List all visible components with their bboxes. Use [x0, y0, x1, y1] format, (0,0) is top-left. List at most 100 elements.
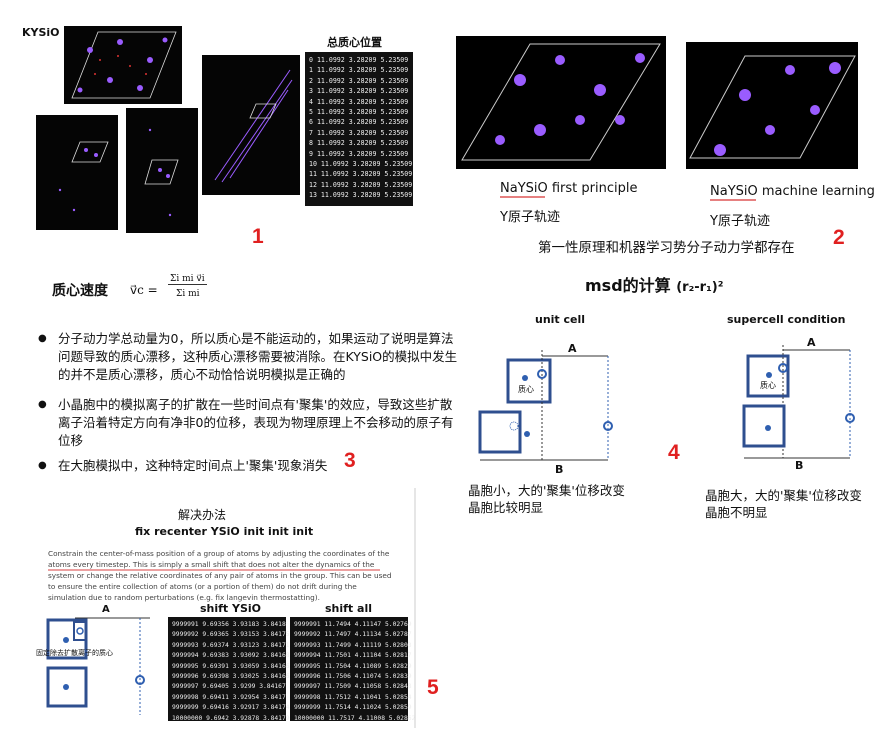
panel-number: 2	[833, 226, 845, 249]
caption: 晶胞大，大的'聚集'位移改变 晶胞不明显	[705, 487, 862, 521]
formula-denominator: Σi mi	[176, 289, 200, 299]
bullet-text: 小晶胞中的模拟离子的扩散在一些时间点有'聚集'的效应，导致这些扩散离子沿着特定方…	[58, 397, 454, 448]
diagram-title: unit cell	[535, 313, 586, 326]
table-row: 9999998 9.69411 3.92954 3.8417	[172, 693, 286, 701]
caption: Y原子轨迹	[710, 214, 770, 229]
cell-outline	[144, 159, 179, 185]
distance-label: B	[555, 463, 564, 476]
trajectories	[214, 69, 293, 183]
table-row: 2 11.0992 3.28209 5.23509	[309, 76, 409, 85]
atoms	[714, 62, 841, 156]
table-row: 9999992 11.7497 4.11134 5.02787	[294, 631, 412, 639]
table-row: 9 11.0992 3.28209 5.23509	[309, 149, 409, 158]
atoms	[94, 55, 147, 75]
cell-outline	[461, 43, 661, 161]
label: KYSiO	[22, 26, 60, 39]
table-title: shift YSiO	[200, 602, 262, 615]
caption: NaYSiO first principle	[500, 181, 638, 196]
table-row: 9999994 11.7501 4.11104 5.02817	[294, 652, 412, 660]
cell-outline	[71, 31, 177, 99]
title: 解决办法	[178, 508, 227, 522]
caption: Y原子轨迹	[500, 210, 560, 225]
table: 9999991 9.69356 3.93183 3.8418 9999992 9.…	[168, 617, 290, 722]
table-row: 9999999 9.69416 3.92917 3.84174	[172, 704, 290, 712]
bullet: 分子动力学总动量为0，所以质心是不能运动的，如果运动了说明是算法问题导致的质心漂…	[38, 330, 458, 384]
msd-title-text: msd的计算	[585, 276, 671, 295]
table-row: 9999995 9.69391 3.93059 3.84166	[172, 662, 290, 670]
recenter-diagram	[46, 617, 150, 715]
caption: NaYSiO machine learning	[710, 184, 875, 199]
table-row: 10 11.0992 3.28209 5.23509	[309, 159, 413, 168]
panel-number: 5	[427, 676, 439, 699]
atom-image	[202, 55, 300, 195]
diagram-label: 固定除去扩散离子的质心	[36, 649, 113, 657]
panel-number: 1	[252, 225, 264, 248]
table-row: 9999993 9.69374 3.93123 3.84171	[172, 641, 290, 649]
distance-label: B	[795, 459, 804, 472]
formula-numerator: Σi mi v⃗i	[168, 274, 207, 285]
cell-outline	[249, 103, 277, 119]
table-title: 总质心位置	[327, 36, 382, 49]
atoms	[58, 148, 98, 212]
supercell-diagram	[742, 345, 855, 459]
table-row: 1 11.0992 3.28209 5.23509	[309, 66, 409, 75]
formula-lhs: v⃗c =	[130, 283, 158, 297]
table-row: 9999997 11.7509 4.11058 5.02848	[294, 683, 412, 691]
table: 0 11.0992 3.28209 5.23509 1 11.0992 3.282…	[305, 52, 413, 206]
bullet-text: 分子动力学总动量为0，所以质心是不能运动的，如果运动了说明是算法问题导致的质心漂…	[58, 331, 458, 382]
heading: 质心速度	[52, 283, 108, 299]
command: fix recenter YSiO init init init	[135, 525, 314, 538]
atom-image	[64, 26, 182, 104]
table-row: 4 11.0992 3.28209 5.23509	[309, 97, 409, 106]
msd-formula: (r₂-r₁)²	[676, 280, 724, 295]
table-row: 9999998 11.7512 4.11041 5.02854	[294, 693, 412, 701]
table-row: 9999996 11.7506 4.11074 5.02839	[294, 672, 412, 680]
table-row: 11 11.0992 3.28209 5.23509	[309, 170, 413, 179]
distance-label: A	[102, 604, 110, 615]
unit-cell-diagram	[478, 350, 613, 461]
atom-image	[686, 42, 858, 169]
distance-label: A	[807, 336, 816, 349]
diagram-title: supercell condition	[727, 313, 846, 326]
bullet-text: 在大胞模拟中，这种特定时间点上'聚集'现象消失	[58, 458, 328, 473]
caption: 晶胞小，大的'聚集'位移改变 晶胞比较明显	[468, 482, 625, 516]
center-label: 质心	[518, 385, 534, 394]
atom-image	[36, 115, 118, 230]
table-row: 9999997 9.69405 3.9299 3.84167	[172, 683, 286, 691]
atoms	[495, 53, 645, 145]
paragraph: Constrain the center-of-mass position of…	[48, 549, 392, 602]
table-row: 10000000 11.7517 4.11008 5.02862	[294, 714, 416, 722]
distance-label: A	[568, 342, 577, 355]
table-row: 9999993 11.7499 4.11119 5.02803	[294, 641, 412, 649]
table-row: 9999995 11.7504 4.11089 5.02829	[294, 662, 412, 670]
table-row: 9999999 11.7514 4.11024 5.02859	[294, 704, 412, 712]
table-row: 6 11.0992 3.28209 5.23509	[309, 118, 409, 127]
table-row: 9999991 9.69356 3.93183 3.8418	[172, 621, 286, 628]
atoms	[148, 128, 172, 217]
table: 9999991 11.7494 4.11147 5.02769 9999992 1…	[290, 617, 416, 722]
table-row: 9999992 9.69365 3.93153 3.84175	[172, 631, 290, 639]
table-row: 0 11.0992 3.28209 5.23509	[309, 56, 409, 64]
bullet: 小晶胞中的模拟离子的扩散在一些时间点有'聚集'的效应，导致这些扩散离子沿着特定方…	[38, 396, 458, 450]
table-row: 13 11.0992 3.28209 5.23509	[309, 191, 413, 200]
table-row: 9999996 9.69398 3.93025 3.84166	[172, 672, 290, 680]
cell-outline	[71, 141, 109, 163]
caption-line: 晶胞大，大的'聚集'位移改变	[705, 488, 862, 503]
caption-line: 晶胞比较明显	[468, 500, 544, 515]
table-row: 9999994 9.69383 3.93092 3.84168	[172, 652, 290, 660]
table-row: 9999991 11.7494 4.11147 5.02769	[294, 621, 412, 628]
table-row: 12 11.0992 3.28209 5.23509	[309, 180, 413, 189]
panel-number: 3	[344, 449, 356, 472]
bullet: 在大胞模拟中，这种特定时间点上'聚集'现象消失	[38, 457, 458, 475]
atoms	[77, 37, 168, 93]
msd-title: msd的计算 (r₂-r₁)²	[585, 272, 723, 296]
table-row: 3 11.0992 3.28209 5.23509	[309, 87, 409, 96]
table-row: 7 11.0992 3.28209 5.23509	[309, 128, 409, 137]
table-row: 8 11.0992 3.28209 5.23509	[309, 139, 409, 148]
cell-outline	[689, 55, 856, 159]
caption-line: 晶胞不明显	[705, 505, 768, 520]
center-label: 质心	[760, 381, 776, 390]
table-title: shift all	[325, 602, 372, 615]
